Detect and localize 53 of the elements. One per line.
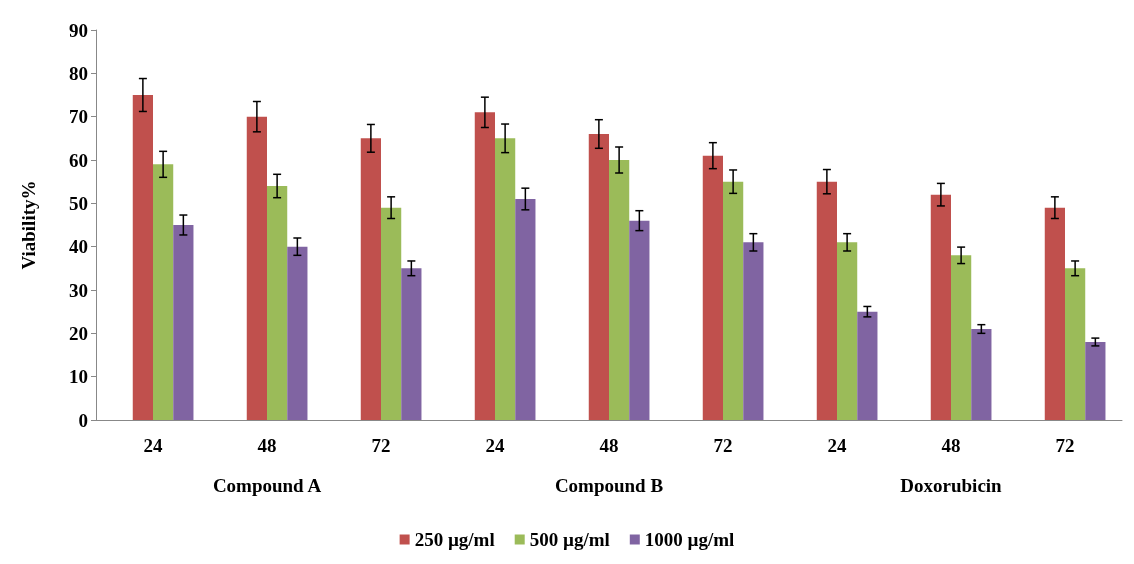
y-tick-label: 50 [69, 192, 88, 214]
x-tick-label: 24 [485, 435, 505, 456]
bar [609, 160, 630, 420]
bar [153, 164, 174, 420]
y-tick-label: 90 [69, 19, 88, 41]
legend-label: 500 µg/ml [529, 529, 610, 550]
y-axis-title: Viability% [18, 180, 39, 270]
bar [267, 186, 288, 420]
bar [723, 181, 744, 420]
bar [401, 268, 422, 420]
y-tick-label: 0 [78, 409, 88, 431]
bar [495, 138, 516, 420]
y-tick-label: 60 [69, 149, 88, 171]
bar [287, 246, 308, 420]
x-tick-label: 72 [371, 435, 391, 456]
bar [951, 255, 972, 420]
x-tick-label: 48 [599, 435, 619, 456]
y-tick-label: 80 [69, 62, 88, 84]
bar [515, 199, 536, 420]
x-tick-label: 72 [713, 435, 733, 456]
text: Compound A [212, 475, 322, 496]
bar [474, 112, 495, 420]
bar [971, 329, 992, 420]
bar [1065, 268, 1086, 420]
bar [132, 95, 153, 420]
x-tick-label: 72 [1055, 435, 1075, 456]
y-tick-label: 40 [69, 236, 88, 258]
bar [837, 242, 858, 420]
bar [381, 207, 402, 420]
x-tick-label: 48 [941, 435, 961, 456]
y-tick-label: 30 [69, 279, 88, 301]
bar [743, 242, 764, 420]
bar [857, 311, 878, 420]
bar [1044, 207, 1065, 420]
bar [246, 116, 267, 420]
bar [702, 155, 723, 420]
legend-label: 1000 µg/ml [644, 529, 735, 550]
bar [173, 225, 194, 420]
bar [930, 194, 951, 420]
text: Doxorubicin [900, 475, 1003, 496]
bar [1085, 342, 1106, 420]
x-tick-label: 48 [257, 435, 277, 456]
bar [588, 134, 609, 420]
text: Compound B [554, 475, 664, 496]
y-tick-label: 20 [69, 322, 88, 344]
x-tick-label: 24 [827, 435, 847, 456]
bar [629, 220, 650, 420]
y-tick-label: 70 [69, 106, 88, 128]
legend-label: 250 µg/ml [414, 529, 495, 550]
x-tick-label: 24 [143, 435, 163, 456]
y-tick-label: 10 [69, 366, 88, 388]
bar [816, 181, 837, 420]
bar [360, 138, 381, 420]
